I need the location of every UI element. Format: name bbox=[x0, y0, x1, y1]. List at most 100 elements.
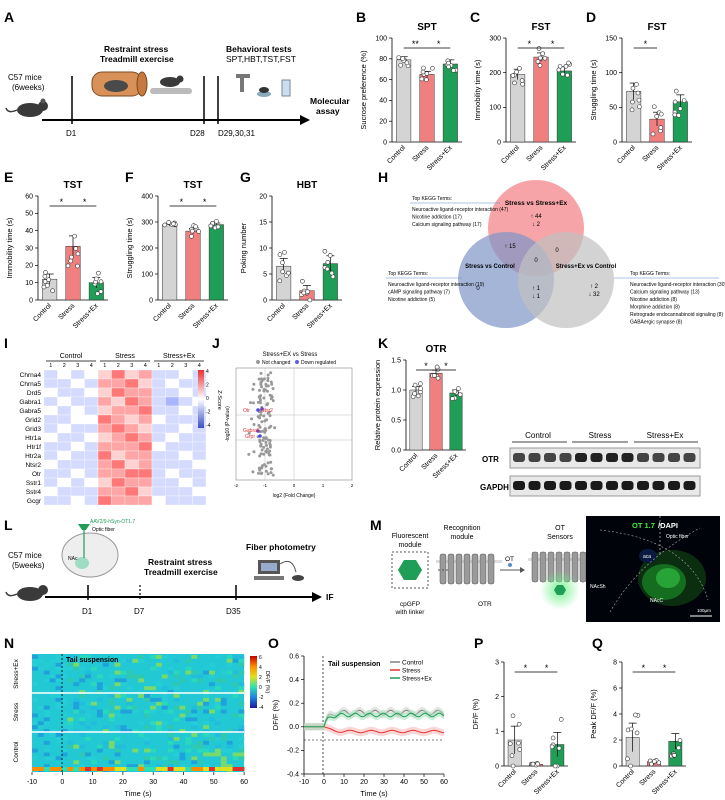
data-point bbox=[280, 260, 285, 266]
cpgfp-hexagon bbox=[398, 560, 422, 580]
category-label: Stress bbox=[520, 768, 539, 787]
n-xtick: 0 bbox=[60, 779, 64, 786]
o-ytick: -0.4 bbox=[287, 771, 299, 778]
volcano-point bbox=[269, 380, 273, 384]
heatmap-gene-label: Sstr1 bbox=[26, 480, 42, 487]
heatmap-cell bbox=[111, 423, 126, 434]
heatmap-trial-cell bbox=[191, 705, 198, 710]
data-point bbox=[634, 82, 639, 87]
heatmap-cell bbox=[111, 369, 126, 380]
heatmap-trial-cell bbox=[161, 694, 168, 698]
heatmap-trial-cell bbox=[226, 744, 233, 749]
heatmap-cell bbox=[178, 405, 193, 416]
data-point bbox=[420, 69, 426, 75]
heatmap-cell bbox=[178, 423, 193, 434]
heatmap-cell bbox=[151, 486, 166, 497]
y-tick-q: 6 bbox=[613, 685, 617, 692]
heatmap-trial-cell bbox=[61, 767, 68, 771]
heatmap-cell bbox=[124, 396, 139, 407]
heatmap-trial-cell bbox=[167, 767, 174, 771]
heatmap-trial-cell bbox=[167, 670, 174, 675]
heatmap-cell bbox=[97, 423, 112, 434]
volcano-point bbox=[248, 401, 252, 405]
data-point bbox=[676, 113, 681, 118]
heatmap-trial-cell bbox=[220, 764, 227, 769]
volcano-point bbox=[247, 452, 251, 456]
heatmap-cell bbox=[178, 387, 193, 398]
blot-band-otr bbox=[683, 453, 696, 462]
heatmap-trial-cell bbox=[232, 690, 239, 694]
volcano-point bbox=[269, 467, 273, 471]
heatmap-trial-cell bbox=[55, 690, 62, 694]
data-point bbox=[400, 56, 405, 61]
data-point bbox=[404, 60, 410, 66]
heatmap-trial-cell bbox=[79, 678, 86, 683]
heatmap-trial-cell bbox=[203, 670, 209, 675]
heatmap-cell bbox=[70, 378, 85, 389]
y-tick-d: 50 bbox=[609, 105, 617, 112]
bar-title-d: FST bbox=[648, 22, 667, 33]
heatmap-trial-cell bbox=[32, 748, 38, 753]
heatmap-trial-cell bbox=[220, 709, 227, 714]
heatmap-trial-cell bbox=[173, 658, 180, 663]
significance-star: * bbox=[180, 197, 184, 207]
data-point bbox=[95, 291, 100, 296]
heatmap-trial-cell bbox=[126, 764, 133, 769]
heatmap-trial-cell bbox=[185, 736, 192, 741]
heatmap-trial-cell bbox=[96, 713, 103, 718]
heatmap-cell bbox=[43, 396, 58, 407]
heatmap-trial-cell bbox=[55, 767, 62, 771]
heatmap-trial-cell bbox=[55, 736, 62, 741]
heatmap-trial-cell bbox=[185, 740, 192, 745]
heatmap-cell bbox=[43, 477, 58, 488]
heatmap-cell bbox=[57, 387, 72, 398]
heatmap-cell bbox=[43, 369, 58, 380]
heatmap-trial-cell bbox=[238, 670, 245, 675]
heatmap-cell bbox=[165, 441, 180, 452]
blot-band-otr bbox=[528, 453, 541, 462]
volcano-point bbox=[259, 394, 263, 398]
heatmap-gene-label: Htr1f bbox=[27, 444, 41, 451]
venn-a-down: ↓ 2 bbox=[532, 222, 541, 228]
heatmap-cell bbox=[84, 441, 99, 452]
category-label: Control bbox=[500, 144, 521, 165]
o-xtick: 50 bbox=[420, 779, 428, 786]
heatmap-cell bbox=[165, 405, 180, 416]
heatmap-col-label: 3 bbox=[184, 363, 187, 369]
panel-label-o: O bbox=[268, 635, 279, 651]
photometry-label: Fiber photometry bbox=[246, 542, 316, 552]
y-tick-b: 40 bbox=[379, 98, 387, 105]
heatmap-trial-cell bbox=[191, 744, 198, 749]
heatmap-group-label: Control bbox=[60, 353, 83, 360]
venn-b-only: 0 bbox=[476, 286, 480, 292]
data-point bbox=[672, 99, 678, 105]
heatmap-trial-cell bbox=[91, 756, 97, 761]
heatmap-cell bbox=[43, 486, 58, 497]
heatmap-trial-cell bbox=[85, 725, 91, 730]
data-point bbox=[636, 97, 642, 103]
volcano-point bbox=[260, 471, 264, 475]
data-point bbox=[507, 741, 513, 746]
heatmap-trial-cell bbox=[55, 740, 62, 745]
y-label-c: Immobility time (s) bbox=[473, 59, 482, 120]
blot-band-gapdh bbox=[683, 481, 696, 490]
recog-label-2: module bbox=[451, 534, 474, 541]
heatmap-trial-cell bbox=[114, 760, 121, 765]
heatmap-trial-cell bbox=[144, 767, 150, 771]
heatmap-cell bbox=[165, 396, 180, 407]
heatmap-trial-cell bbox=[173, 686, 180, 691]
heatmap-trial-cell bbox=[203, 709, 209, 714]
virus-label: AAV2/9-hSyn-OT1.7 bbox=[90, 519, 135, 525]
panel-label-d: D bbox=[586, 9, 596, 25]
heatmap-cell bbox=[151, 477, 166, 488]
heatmap-trial-cell bbox=[32, 713, 38, 718]
heatmap-cell bbox=[151, 441, 166, 452]
data-point bbox=[556, 67, 562, 73]
heatmap-trial-cell bbox=[102, 725, 109, 730]
heatmap-trial-cell bbox=[91, 767, 97, 771]
helix bbox=[487, 553, 495, 585]
category-label: Control bbox=[386, 144, 407, 165]
heatmap-trial-cell bbox=[108, 767, 115, 771]
heatmap-trial-cell bbox=[238, 756, 245, 761]
